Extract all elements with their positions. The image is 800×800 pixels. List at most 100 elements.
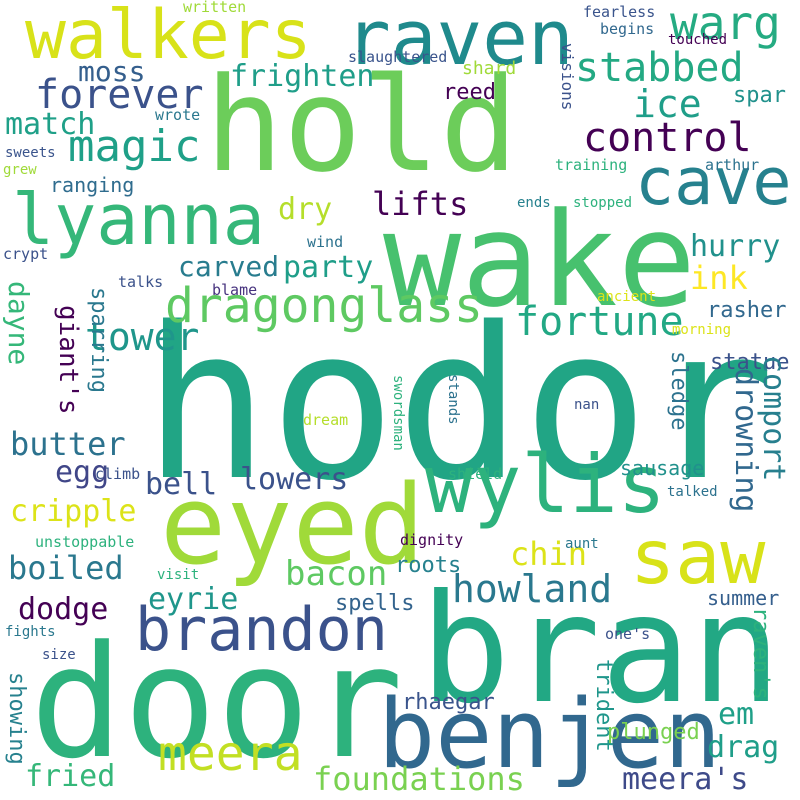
- word-moss: moss: [78, 55, 146, 88]
- word-em: em: [718, 697, 755, 732]
- word-comport: comport: [756, 355, 791, 482]
- word-shield: shield: [448, 465, 503, 483]
- word-fried: fried: [25, 759, 116, 794]
- word-bell: bell: [145, 467, 218, 502]
- word-grew: grew: [3, 162, 37, 178]
- word-raven: raven: [345, 0, 574, 82]
- word-sausage: sausage: [620, 456, 705, 480]
- word-written: written: [183, 0, 247, 16]
- word-unstoppable: unstoppable: [35, 533, 135, 551]
- word-boiled: boiled: [8, 549, 124, 587]
- word-eyrie: eyrie: [148, 582, 239, 617]
- word-rhaegar: rhaegar: [402, 690, 495, 715]
- word-hurry: hurry: [690, 229, 781, 264]
- word-arthur: arthur: [705, 156, 760, 174]
- word-shard: shard: [462, 58, 517, 79]
- word-saw: saw: [630, 513, 766, 601]
- word-training: training: [555, 156, 628, 174]
- word-fearless: fearless: [583, 3, 656, 21]
- word-wylis: wylis: [425, 438, 666, 531]
- word-meera: meera: [158, 726, 303, 782]
- word-forever: forever: [35, 72, 204, 118]
- word-carved: carved: [178, 250, 280, 283]
- word-cave: cave: [635, 145, 792, 220]
- word-bran: bran: [420, 563, 782, 737]
- word-swordsman: swordsman: [390, 375, 406, 451]
- word-ranging: ranging: [50, 173, 135, 197]
- word-statue: statue: [710, 350, 790, 375]
- word-dayne: dayne: [2, 281, 35, 366]
- word-sparring: sparring: [86, 287, 111, 393]
- word-party: party: [283, 250, 374, 285]
- word-dream: dream: [303, 411, 349, 429]
- word-lowers: lowers: [240, 462, 349, 497]
- word-frighten: frighten: [230, 59, 375, 94]
- word-aunt: aunt: [565, 536, 599, 552]
- word-bacon: bacon: [285, 554, 388, 594]
- word-giants: giant's: [53, 305, 83, 415]
- word-talks: talks: [118, 273, 164, 291]
- word-match: match: [5, 107, 96, 142]
- word-cripple: cripple: [10, 494, 137, 529]
- word-stabbed: stabbed: [575, 45, 744, 91]
- word-trident: trident: [591, 659, 616, 752]
- word-fights: fights: [5, 624, 56, 640]
- word-wrote: wrote: [155, 106, 201, 124]
- word-spells: spells: [335, 591, 415, 616]
- word-wake: wake: [383, 184, 697, 336]
- word-wind: wind: [307, 233, 344, 251]
- word-control: control: [583, 115, 752, 161]
- word-sledge: sledge: [666, 351, 691, 431]
- word-hold: hold: [205, 49, 519, 201]
- word-talked: talked: [667, 484, 718, 500]
- word-lifts: lifts: [372, 185, 469, 223]
- word-chin: chin: [510, 535, 588, 573]
- word-climb: climb: [95, 465, 141, 483]
- word-warg: warg: [670, 0, 781, 50]
- word-dignity: dignity: [400, 531, 464, 549]
- word-ends: ends: [517, 195, 551, 211]
- word-dodge: dodge: [18, 592, 109, 627]
- word-drag: drag: [707, 730, 780, 765]
- word-slaughtered: slaughtered: [348, 48, 448, 66]
- word-dry: dry: [278, 192, 333, 227]
- word-summer: summer: [707, 586, 780, 610]
- word-rasher: rasher: [707, 298, 787, 323]
- word-fortune: fortune: [515, 299, 684, 345]
- word-showing: showing: [4, 672, 29, 765]
- word-ones: one's: [605, 625, 651, 643]
- word-walkers: walkers: [25, 0, 312, 75]
- word-benjen: benjen: [378, 680, 722, 790]
- word-spar: spar: [733, 83, 786, 108]
- word-blame: blame: [212, 281, 258, 299]
- word-eyed: eyed: [160, 461, 425, 589]
- word-sweets: sweets: [5, 145, 56, 161]
- word-lyanna: lyanna: [12, 179, 265, 261]
- word-ink: ink: [690, 259, 748, 297]
- word-stopped: stopped: [573, 195, 633, 211]
- word-crypt: crypt: [3, 245, 49, 263]
- word-meeras: meera's: [622, 762, 749, 797]
- word-plunged: plunged: [607, 720, 700, 745]
- word-egg: egg: [55, 455, 110, 490]
- word-size: size: [42, 647, 76, 663]
- word-butter: butter: [10, 425, 126, 463]
- word-visions: visions: [558, 43, 577, 111]
- word-hodor: hodor: [143, 282, 776, 527]
- word-foundations: foundations: [313, 760, 525, 798]
- word-magic: magic: [68, 121, 201, 172]
- word-brandon: brandon: [135, 595, 388, 665]
- word-door: door: [30, 612, 404, 793]
- word-ice: ice: [633, 82, 702, 126]
- word-roots: roots: [395, 553, 462, 578]
- word-howland: howland: [452, 567, 613, 611]
- word-tower: tower: [85, 315, 200, 359]
- word-touched: touched: [668, 32, 728, 48]
- word-dragonglass: dragonglass: [165, 278, 483, 334]
- word-ancient: ancient: [597, 289, 657, 305]
- word-begins: begins: [600, 20, 655, 38]
- word-visit: visit: [157, 567, 200, 583]
- word-nan: nan: [574, 397, 600, 413]
- word-morning: morning: [672, 322, 732, 338]
